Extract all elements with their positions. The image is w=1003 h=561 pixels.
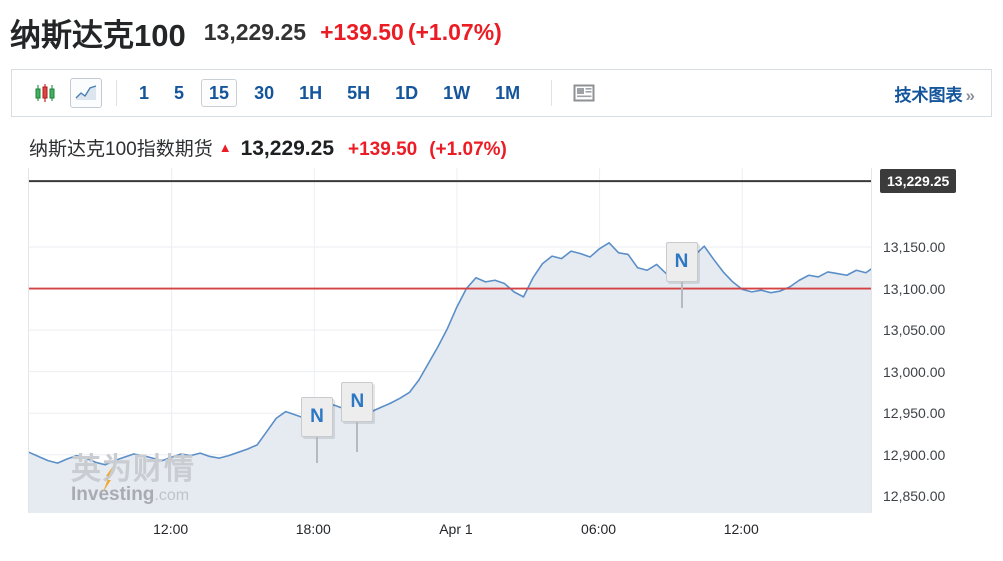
chart-toolbar: 1 5 15 30 1H 5H 1D 1W 1M 技术图表»: [11, 69, 992, 117]
interval-1w[interactable]: 1W: [443, 83, 471, 103]
instrument-change-percent: (+1.07%): [407, 18, 502, 45]
news-marker-stem: [315, 437, 318, 464]
interval-5h[interactable]: 5H: [347, 83, 371, 103]
y-axis-label: 13,050.00: [883, 322, 946, 339]
chart-change: +139.50: [348, 139, 418, 160]
news-marker-label: N: [350, 390, 365, 412]
news-marker[interactable]: N: [300, 397, 333, 464]
news-marker[interactable]: N: [341, 381, 374, 452]
interval-selector: 1 5 15 30 1H 5H 1D 1W 1M: [131, 79, 537, 107]
instrument-price: 13,229.25: [203, 18, 307, 45]
interval-5[interactable]: 5: [174, 83, 185, 103]
news-marker-label: N: [310, 406, 324, 428]
up-arrow-icon: ▲: [218, 140, 232, 155]
y-axis: 13,150.00 13,100.00 13,050.00 13,000.00 12,9…: [877, 168, 989, 513]
page-header: 纳斯达克100 13,229.25 +139.50 (+1.07%): [0, 0, 1003, 64]
instrument-name: 纳斯达克100: [10, 17, 186, 53]
chart-header: 纳斯达克100指数期货 ▲ 13,229.25 +139.50 (+1.07%): [29, 134, 507, 161]
y-axis-label: 12,900.00: [883, 446, 946, 463]
news-marker-icon[interactable]: N: [300, 397, 333, 438]
x-axis-label: 18:00: [295, 521, 331, 537]
current-price-badge: 13,229.25: [880, 169, 957, 194]
news-marker-icon[interactable]: N: [341, 381, 374, 422]
technical-chart-link[interactable]: 技术图表»: [895, 81, 975, 106]
y-axis-label: 13,100.00: [883, 280, 946, 297]
y-axis-label: 13,000.00: [883, 363, 946, 380]
interval-1h[interactable]: 1H: [299, 83, 323, 103]
line-chart-icon[interactable]: [70, 78, 102, 108]
interval-15[interactable]: 15: [201, 79, 238, 107]
toolbar-divider-1: [116, 80, 117, 106]
chart-instrument-title: 纳斯达克100指数期货: [29, 139, 213, 160]
x-axis: 12:00 18:00 Apr 1 06:00 12:00: [28, 517, 872, 547]
candlestick-chart-icon[interactable]: [29, 78, 61, 108]
y-axis-label: 12,850.00: [883, 488, 946, 505]
chevron-right-icon: »: [965, 85, 975, 105]
news-panel-icon[interactable]: [568, 78, 600, 108]
interval-1d[interactable]: 1D: [395, 83, 419, 103]
news-marker-stem: [356, 421, 359, 452]
news-marker-label: N: [674, 251, 689, 273]
interval-1m[interactable]: 1M: [495, 83, 521, 103]
price-area-series: [29, 168, 871, 513]
chart-panel: 纳斯达克100指数期货 ▲ 13,229.25 +139.50 (+1.07%)…: [11, 117, 992, 557]
x-axis-label: 12:00: [153, 521, 189, 537]
x-axis-label: Apr 1: [439, 521, 473, 537]
instrument-change: +139.50: [320, 18, 404, 45]
y-axis-label: 13,150.00: [883, 238, 946, 255]
watermark-spark-icon: [103, 466, 113, 492]
chart-price: 13,229.25: [240, 137, 335, 160]
technical-chart-label: 技术图表: [894, 85, 963, 105]
x-axis-label: 12:00: [723, 521, 759, 537]
news-marker-stem: [680, 282, 683, 309]
chart-change-percent: (+1.07%): [429, 139, 507, 160]
interval-30[interactable]: 30: [254, 83, 275, 103]
news-marker[interactable]: N: [665, 242, 698, 309]
news-marker-icon[interactable]: N: [665, 242, 698, 283]
toolbar-divider-2: [551, 80, 553, 106]
y-axis-label: 12,950.00: [883, 405, 946, 422]
x-axis-label: 06:00: [581, 521, 617, 537]
interval-1[interactable]: 1: [139, 83, 150, 103]
